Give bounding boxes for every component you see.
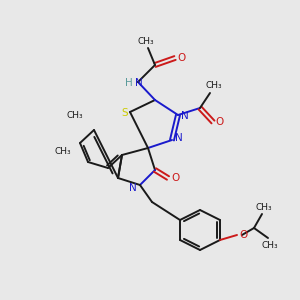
Text: CH₃: CH₃ xyxy=(66,110,83,119)
Text: O: O xyxy=(239,230,247,240)
Text: N: N xyxy=(181,111,189,121)
Text: CH₃: CH₃ xyxy=(256,202,272,211)
Text: N: N xyxy=(135,78,143,88)
Text: O: O xyxy=(216,117,224,127)
Text: O: O xyxy=(178,53,186,63)
Text: CH₃: CH₃ xyxy=(138,37,154,46)
Text: N: N xyxy=(129,183,137,193)
Text: CH₃: CH₃ xyxy=(54,148,71,157)
Text: O: O xyxy=(171,173,179,183)
Text: CH₃: CH₃ xyxy=(262,241,278,250)
Text: N: N xyxy=(175,133,183,143)
Text: S: S xyxy=(122,108,128,118)
Text: H: H xyxy=(125,78,133,88)
Text: CH₃: CH₃ xyxy=(206,82,222,91)
